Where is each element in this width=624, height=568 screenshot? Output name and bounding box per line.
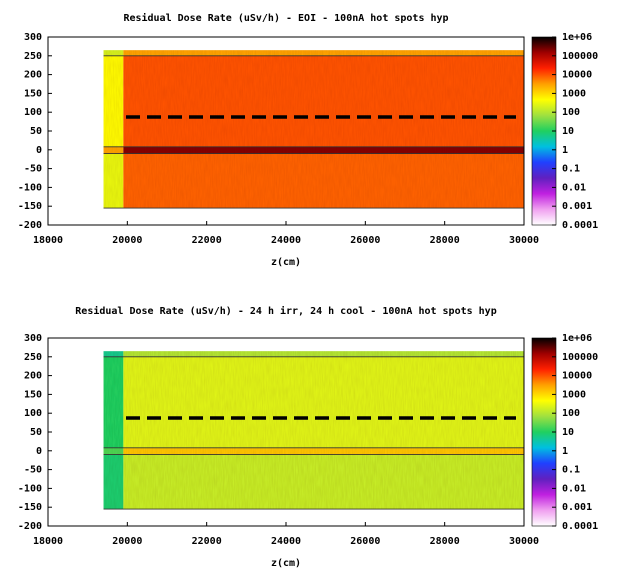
heatmap-cell — [123, 55, 524, 147]
heatmap-cell — [123, 454, 524, 510]
y-tick-label: -50 — [24, 164, 42, 175]
heatmap-cell — [123, 351, 524, 357]
x-tick-label: 24000 — [271, 235, 301, 246]
x-tick-label: 30000 — [509, 235, 539, 246]
chart-title: Residual Dose Rate (uSv/h) - EOI - 100nA… — [123, 12, 448, 24]
colorbar-label: 0.001 — [562, 201, 592, 212]
heatmap-cell — [103, 454, 124, 510]
y-tick-label: 0 — [36, 145, 42, 156]
colorbar-label: 1000 — [562, 389, 586, 400]
x-tick-label: 26000 — [350, 235, 380, 246]
colorbar-label: 0.01 — [562, 182, 586, 193]
colorbar-label: 0.0001 — [562, 521, 598, 532]
colorbar-label: 1e+06 — [562, 32, 592, 43]
x-tick-label: 22000 — [192, 536, 222, 547]
x-tick-label: 22000 — [192, 235, 222, 246]
colorbar-label: 10000 — [562, 70, 592, 81]
heatmap-cell — [123, 146, 524, 154]
y-tick-label: 200 — [24, 70, 42, 81]
heatmap-cell — [103, 356, 124, 448]
heatmap-cell — [103, 447, 124, 455]
colorbar-label: 0.1 — [562, 465, 580, 476]
y-tick-label: 200 — [24, 371, 42, 382]
heatmap-cell — [123, 50, 524, 56]
y-tick-label: 100 — [24, 107, 42, 118]
colorbar-label: 1 — [562, 446, 568, 457]
y-tick-label: -50 — [24, 465, 42, 476]
colorbar-label: 0.1 — [562, 164, 580, 175]
heatmap-cell — [103, 146, 124, 154]
heatmap-cell — [123, 153, 524, 209]
y-tick-label: 0 — [36, 446, 42, 457]
colorbar-label: 0.01 — [562, 483, 586, 494]
x-tick-label: 24000 — [271, 536, 301, 547]
x-tick-label: 20000 — [112, 536, 142, 547]
x-tick-label: 28000 — [430, 235, 460, 246]
heatmap-cell — [123, 447, 524, 455]
x-tick-label: 18000 — [33, 536, 63, 547]
heatmap-cell — [103, 50, 124, 56]
colorbar-label: 100 — [562, 408, 580, 419]
colorbar-label: 10 — [562, 126, 574, 137]
y-tick-label: -200 — [18, 521, 42, 532]
y-tick-label: -150 — [18, 201, 42, 212]
y-tick-label: 250 — [24, 352, 42, 363]
x-tick-label: 18000 — [33, 235, 63, 246]
x-tick-label: 30000 — [509, 536, 539, 547]
heatmap-cell — [123, 356, 524, 448]
y-tick-label: 300 — [24, 32, 42, 43]
colorbar-label: 100000 — [562, 51, 598, 62]
y-tick-label: 50 — [30, 126, 42, 137]
colorbar-label: 0.0001 — [562, 220, 598, 231]
y-tick-label: 150 — [24, 389, 42, 400]
colorbar-label: 100 — [562, 107, 580, 118]
y-tick-label: -150 — [18, 502, 42, 513]
y-tick-label: -100 — [18, 483, 42, 494]
colorbar-label: 0.001 — [562, 502, 592, 513]
colorbar-label: 1e+06 — [562, 333, 592, 344]
y-tick-label: 250 — [24, 51, 42, 62]
heatmap-cell — [103, 55, 124, 147]
colorbar-label: 1000 — [562, 88, 586, 99]
heatmap-cell — [103, 153, 124, 209]
x-axis-label: z(cm) — [271, 257, 301, 268]
x-tick-label: 20000 — [112, 235, 142, 246]
y-tick-label: -200 — [18, 220, 42, 231]
colorbar-label: 10 — [562, 427, 574, 438]
heatmap — [103, 351, 524, 510]
colorbar-label: 1 — [562, 145, 568, 156]
y-tick-label: 150 — [24, 88, 42, 99]
chart-title: Residual Dose Rate (uSv/h) - 24 h irr, 2… — [75, 305, 496, 317]
y-tick-label: 50 — [30, 427, 42, 438]
colorbar-label: 100000 — [562, 352, 598, 363]
x-tick-label: 28000 — [430, 536, 460, 547]
y-tick-label: 300 — [24, 333, 42, 344]
x-axis-label: z(cm) — [271, 558, 301, 568]
y-tick-label: -100 — [18, 182, 42, 193]
heatmap-cell — [103, 351, 124, 357]
y-tick-label: 100 — [24, 408, 42, 419]
colorbar-label: 10000 — [562, 371, 592, 382]
x-tick-label: 26000 — [350, 536, 380, 547]
heatmap — [103, 50, 524, 209]
